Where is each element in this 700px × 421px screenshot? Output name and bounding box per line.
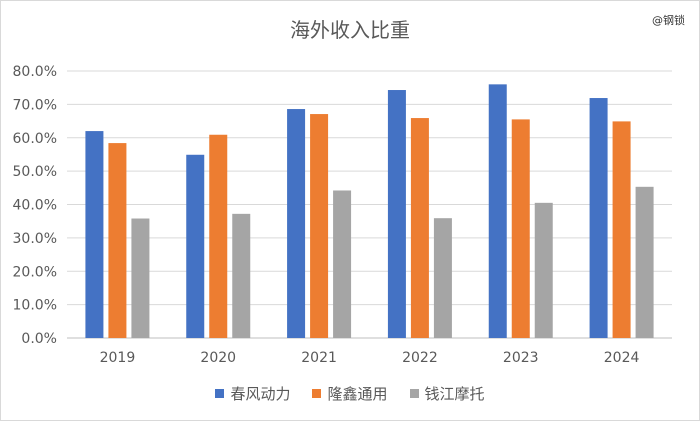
- y-tick-label: 50.0%: [13, 164, 57, 180]
- x-tick-label: 2020: [200, 350, 236, 366]
- x-tick-label: 2023: [503, 350, 539, 366]
- y-tick-label: 0.0%: [21, 331, 57, 347]
- bar-2024-1: [589, 98, 608, 338]
- watermark: @钢锁: [652, 14, 685, 27]
- bar-2020-1: [186, 154, 205, 338]
- legend-swatch: [312, 389, 322, 398]
- x-tick-label: 2019: [100, 350, 136, 366]
- bar-2021-1: [287, 109, 306, 338]
- x-tick-label: 2022: [402, 350, 438, 366]
- bar-2023-1: [488, 84, 507, 338]
- bar-2022-3: [433, 218, 452, 338]
- bar-2022-2: [410, 118, 429, 338]
- y-tick-label: 40.0%: [13, 198, 57, 214]
- y-tick-label: 80.0%: [13, 64, 57, 80]
- y-tick-label: 60.0%: [13, 131, 57, 147]
- legend-label: 钱江摩托: [424, 385, 485, 403]
- bar-2022-1: [387, 90, 406, 339]
- bar-2024-2: [612, 121, 631, 339]
- y-axis-ticks: 0.0% 10.0% 20.0% 30.0% 40.0% 50.0% 60.0% 70.0% 8…: [13, 64, 57, 347]
- legend-item: 钱江摩托: [409, 383, 485, 404]
- legend-label: 隆鑫通用: [327, 385, 388, 403]
- legend-item: 隆鑫通用: [312, 383, 388, 404]
- x-axis-ticks: 2019 2020 2021 2022 2023 2024: [100, 350, 640, 366]
- bar-2021-2: [310, 114, 329, 339]
- legend: 春风动力 隆鑫通用 钱江摩托: [0, 383, 700, 404]
- x-tick-label: 2024: [604, 350, 640, 366]
- legend-swatch: [409, 389, 419, 398]
- legend-swatch: [215, 389, 225, 398]
- bars: [85, 84, 654, 339]
- legend-label: 春风动力: [230, 385, 291, 403]
- bar-2021-3: [333, 190, 352, 338]
- gridlines: [67, 70, 672, 339]
- y-tick-label: 20.0%: [13, 264, 57, 280]
- y-tick-label: 70.0%: [13, 97, 57, 113]
- bar-2019-1: [85, 131, 104, 338]
- bar-2023-2: [511, 119, 530, 338]
- legend-item: 春风动力: [215, 383, 290, 404]
- x-tick-label: 2021: [301, 350, 337, 366]
- y-tick-label: 10.0%: [13, 298, 57, 314]
- bar-2019-2: [108, 143, 127, 338]
- bar-2020-2: [209, 134, 228, 338]
- bar-2023-3: [534, 202, 553, 338]
- chart-title: 海外收入比重: [290, 18, 410, 42]
- bar-2024-3: [635, 186, 654, 338]
- bar-2020-3: [232, 213, 251, 338]
- bar-2019-3: [131, 218, 150, 338]
- y-tick-label: 30.0%: [13, 231, 57, 247]
